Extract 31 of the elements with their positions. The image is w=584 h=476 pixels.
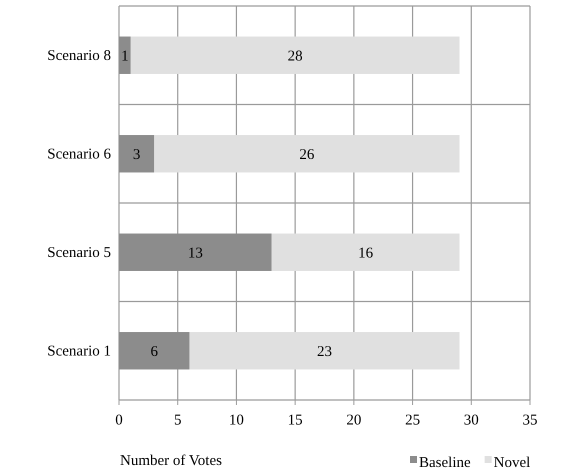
x-tick-label: 5: [174, 412, 182, 428]
y-tick-label: Scenario 5: [47, 245, 111, 262]
data-label: 1: [121, 48, 129, 64]
legend-label: Baseline: [419, 455, 471, 471]
data-label: 16: [358, 246, 374, 262]
bar: [130, 36, 460, 74]
x-tick-label: 30: [464, 412, 479, 428]
data-label: 6: [150, 344, 158, 360]
data-label: 28: [288, 48, 303, 64]
x-tick-label: 25: [405, 412, 420, 428]
bar: [189, 332, 460, 370]
y-tick-label: Scenario 1: [47, 344, 111, 360]
bar: [272, 234, 460, 271]
data-label: 26: [299, 147, 315, 163]
data-label: 3: [132, 147, 140, 163]
legend-label: Novel: [494, 455, 530, 471]
x-tick-label: 20: [346, 412, 362, 428]
bar: [119, 332, 190, 370]
y-tick-label: Scenario 8: [47, 48, 111, 64]
data-label: 13: [188, 246, 203, 262]
x-tick-label: 35: [522, 412, 538, 428]
bar: [119, 36, 131, 74]
data-label: 23: [317, 344, 332, 360]
x-tick-label: 0: [115, 412, 123, 428]
x-axis-title: Number of Votes: [120, 453, 222, 469]
y-tick-label: Scenario 6: [47, 146, 112, 163]
x-tick-label: 15: [288, 412, 303, 428]
x-tick-label: 10: [228, 412, 244, 428]
bar: [119, 234, 272, 271]
bar: [119, 135, 154, 172]
bar: [154, 135, 460, 172]
